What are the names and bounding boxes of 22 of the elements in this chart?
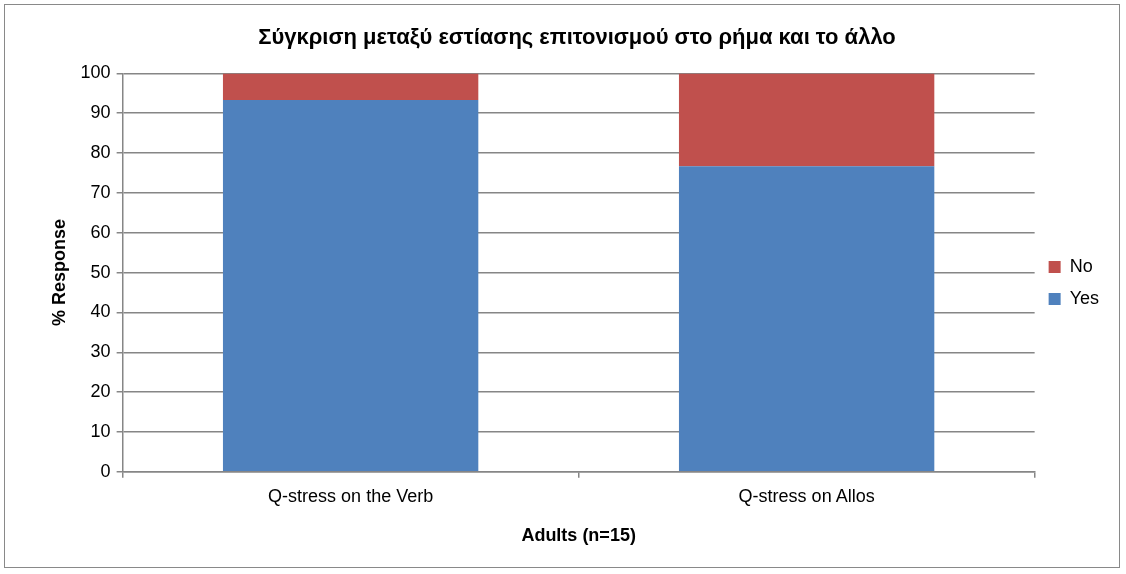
x-axis-title: Adults (n=15) [521,525,636,546]
x-tick-label: Q-stress on Allos [738,485,875,506]
y-tick-label: 90 [90,102,111,123]
y-tick-label: 0 [100,460,111,481]
y-tick-label: 70 [90,181,111,202]
y-tick-label: 40 [90,301,111,322]
legend-label: Yes [1069,287,1100,308]
y-tick-label: 60 [90,221,111,242]
bar [222,73,479,101]
y-tick-label: 10 [90,420,111,441]
y-axis-title: % Response [48,219,69,327]
chart-title: Σύγκριση μεταξύ εστίασης επιτονισμού στο ρήμα και το άλλο [258,24,896,50]
y-tick-label: 50 [90,261,111,282]
x-tick-label: Q-stress on the Verb [268,485,434,506]
bar [678,73,935,167]
y-tick-label: 80 [90,142,111,163]
legend-label: No [1069,255,1093,276]
bar [678,166,935,472]
y-tick-label: 30 [90,341,111,362]
y-tick-label: 20 [90,381,111,402]
y-tick-label: 100 [80,62,111,83]
bar [222,100,479,472]
